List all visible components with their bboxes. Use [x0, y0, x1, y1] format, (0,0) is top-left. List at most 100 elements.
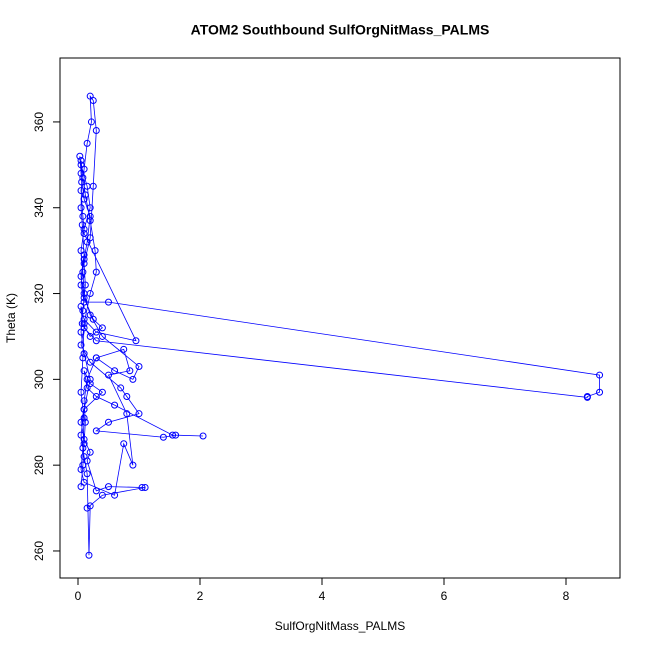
- data-point: [77, 341, 85, 349]
- data-point: [80, 453, 88, 461]
- data-point: [87, 118, 95, 126]
- data-point: [86, 204, 94, 212]
- data-point: [104, 483, 112, 491]
- data-point: [159, 433, 167, 441]
- data-point: [83, 470, 91, 478]
- data-point: [123, 393, 131, 401]
- y-tick-label: 260: [32, 541, 46, 561]
- data-point: [80, 251, 88, 259]
- data-point: [120, 345, 128, 353]
- data-point: [132, 337, 140, 345]
- data-point: [172, 431, 180, 439]
- data-point: [141, 483, 149, 491]
- y-tick-label: 340: [32, 197, 46, 217]
- data-point: [77, 157, 85, 165]
- x-tick-label: 4: [319, 589, 326, 603]
- data-point: [92, 127, 100, 135]
- data-point: [80, 320, 88, 328]
- data-point: [79, 174, 87, 182]
- data-point: [98, 324, 106, 332]
- data-point: [80, 260, 88, 268]
- data-point: [80, 414, 88, 422]
- data-point: [199, 432, 207, 440]
- y-tick-label: 320: [32, 283, 46, 303]
- data-point: [92, 328, 100, 336]
- data-point: [129, 375, 137, 383]
- data-point: [86, 380, 94, 388]
- data-point: [79, 354, 87, 362]
- data-point: [77, 328, 85, 336]
- x-tick-label: 0: [75, 589, 82, 603]
- y-axis-label: Theta (K): [4, 293, 18, 343]
- data-point: [79, 212, 87, 220]
- data-point: [89, 315, 97, 323]
- data-point: [77, 388, 85, 396]
- data-point: [98, 388, 106, 396]
- data-point: [596, 388, 604, 396]
- data-point: [80, 478, 88, 486]
- data-point: [138, 483, 146, 491]
- data-point: [92, 427, 100, 435]
- data-point: [86, 92, 94, 100]
- x-tick-label: 8: [563, 589, 570, 603]
- data-point: [78, 178, 86, 186]
- data-point: [104, 371, 112, 379]
- data-point: [79, 444, 87, 452]
- data-point: [79, 307, 87, 315]
- data-point: [86, 358, 94, 366]
- data-point: [135, 362, 143, 370]
- data-point: [126, 367, 134, 375]
- y-tick-label: 360: [32, 112, 46, 132]
- data-point: [86, 217, 94, 225]
- data-point: [77, 281, 85, 289]
- data-point: [80, 165, 88, 173]
- data-point: [129, 461, 137, 469]
- data-point: [86, 290, 94, 298]
- chart-title: ATOM2 Southbound SulfOrgNitMass_PALMS: [191, 22, 490, 38]
- data-point: [596, 371, 604, 379]
- data-point: [80, 294, 88, 302]
- data-point: [77, 302, 85, 310]
- data-point: [92, 354, 100, 362]
- data-point: [79, 461, 87, 469]
- data-point: [111, 367, 119, 375]
- data-point: [111, 401, 119, 409]
- data-point: [135, 410, 143, 418]
- data-point: [78, 320, 86, 328]
- data-point: [77, 431, 85, 439]
- data-point: [583, 393, 591, 401]
- data-point: [77, 465, 85, 473]
- x-tick-label: 2: [197, 589, 204, 603]
- data-point: [83, 139, 91, 147]
- data-point: [98, 491, 106, 499]
- data-point: [77, 204, 85, 212]
- data-point: [77, 187, 85, 195]
- data-point: [92, 487, 100, 495]
- data-point: [86, 332, 94, 340]
- data-point: [117, 384, 125, 392]
- data-point: [92, 393, 100, 401]
- data-point: [79, 268, 87, 276]
- data-point: [80, 195, 88, 203]
- data-point: [91, 247, 99, 255]
- data-point: [81, 281, 89, 289]
- data-point: [104, 298, 112, 306]
- data-point: [78, 221, 86, 229]
- data-point: [123, 410, 131, 418]
- data-point: [80, 229, 88, 237]
- data-point: [76, 152, 84, 160]
- data-point: [80, 315, 88, 323]
- data-point: [80, 255, 88, 263]
- data-point: [80, 397, 88, 405]
- data-point: [104, 418, 112, 426]
- data-point: [85, 551, 93, 559]
- data-point: [81, 418, 89, 426]
- data-point: [89, 182, 97, 190]
- data-point: [81, 191, 89, 199]
- plot-frame: [59, 57, 621, 579]
- data-point: [80, 367, 88, 375]
- x-tick-label: 6: [441, 589, 448, 603]
- data-point: [77, 272, 85, 280]
- data-point: [169, 431, 177, 439]
